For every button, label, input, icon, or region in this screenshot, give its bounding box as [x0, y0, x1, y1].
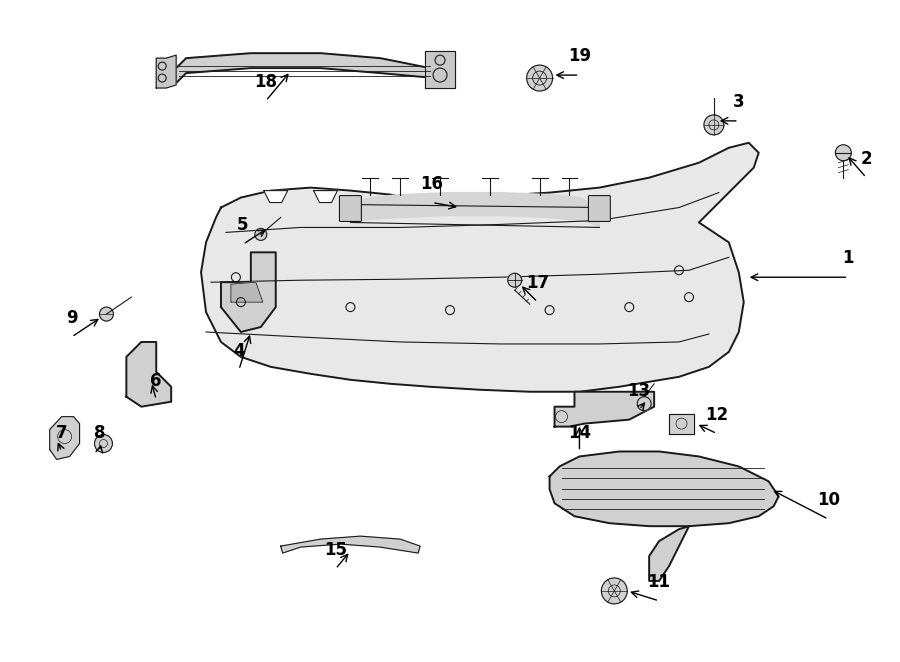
Polygon shape	[350, 193, 599, 228]
Polygon shape	[425, 51, 455, 88]
Polygon shape	[554, 392, 654, 426]
FancyBboxPatch shape	[339, 195, 362, 222]
Text: 6: 6	[150, 372, 162, 390]
Text: 4: 4	[233, 342, 245, 360]
Text: 10: 10	[817, 491, 840, 509]
Circle shape	[526, 65, 553, 91]
Text: 12: 12	[706, 406, 728, 424]
Text: 11: 11	[648, 573, 670, 591]
Text: 8: 8	[94, 424, 105, 442]
Circle shape	[255, 228, 266, 240]
Text: 15: 15	[324, 541, 347, 559]
Polygon shape	[221, 252, 275, 332]
Text: 2: 2	[860, 150, 872, 167]
Polygon shape	[50, 416, 79, 459]
Text: 17: 17	[526, 274, 549, 292]
Text: 18: 18	[255, 73, 277, 91]
Circle shape	[704, 115, 724, 135]
FancyBboxPatch shape	[589, 195, 610, 222]
Text: 13: 13	[627, 382, 651, 400]
Polygon shape	[201, 143, 759, 392]
Polygon shape	[649, 526, 689, 581]
Text: 7: 7	[56, 424, 68, 442]
Text: 16: 16	[420, 175, 444, 193]
Polygon shape	[157, 55, 176, 88]
Circle shape	[100, 307, 113, 321]
Polygon shape	[126, 342, 171, 406]
Text: 1: 1	[842, 250, 854, 267]
Circle shape	[94, 434, 112, 453]
Circle shape	[835, 145, 851, 161]
Text: 9: 9	[66, 309, 77, 327]
Text: 19: 19	[568, 47, 591, 65]
Polygon shape	[231, 282, 263, 302]
Polygon shape	[669, 414, 694, 434]
Circle shape	[601, 578, 627, 604]
Text: 3: 3	[733, 93, 744, 111]
Polygon shape	[313, 191, 338, 203]
Polygon shape	[161, 53, 435, 83]
Polygon shape	[281, 536, 420, 553]
Text: 14: 14	[568, 424, 591, 442]
Polygon shape	[264, 191, 288, 203]
Text: 5: 5	[237, 216, 248, 234]
Polygon shape	[550, 451, 778, 526]
Circle shape	[637, 397, 652, 410]
Circle shape	[508, 273, 522, 287]
